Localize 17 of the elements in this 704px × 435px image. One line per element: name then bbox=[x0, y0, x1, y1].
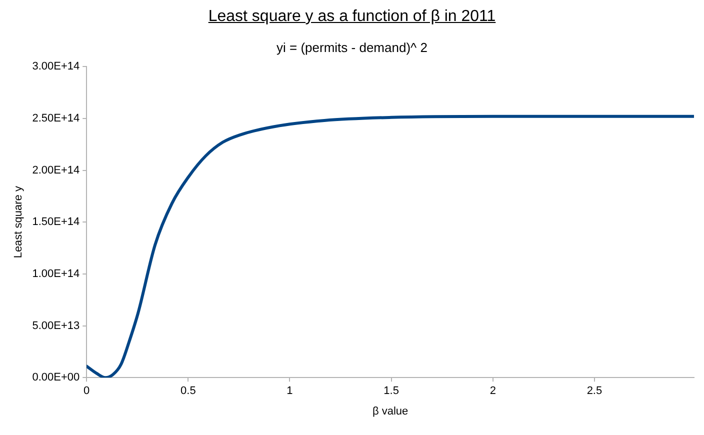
x-tick-label: 2 bbox=[490, 385, 496, 398]
y-tick-label: 0.00E+00 bbox=[32, 372, 80, 384]
y-tick-label: 2.00E+14 bbox=[32, 164, 80, 176]
y-tick-label: 3.00E+14 bbox=[32, 60, 80, 73]
x-tick-label: 0 bbox=[84, 385, 90, 398]
x-tick-label: 1.5 bbox=[384, 385, 399, 398]
y-tick-label: 1.50E+14 bbox=[32, 216, 80, 228]
x-tick-label: 0.5 bbox=[180, 385, 196, 398]
x-tick-label: 1 bbox=[286, 385, 293, 398]
y-tick-label: 1.00E+14 bbox=[32, 268, 80, 280]
y-tick-label: 2.50E+14 bbox=[32, 112, 80, 124]
chart-title: Least square y as a function of β in 2011 bbox=[207, 8, 497, 26]
x-axis-title: β value bbox=[372, 405, 408, 418]
x-tick-label: 2.5 bbox=[586, 385, 602, 398]
chart-subtitle: yi = (permits - demand)^ 2 bbox=[276, 40, 428, 55]
y-axis-title: Least square y bbox=[12, 186, 25, 258]
y-tick-label: 5.00E+13 bbox=[32, 320, 80, 332]
